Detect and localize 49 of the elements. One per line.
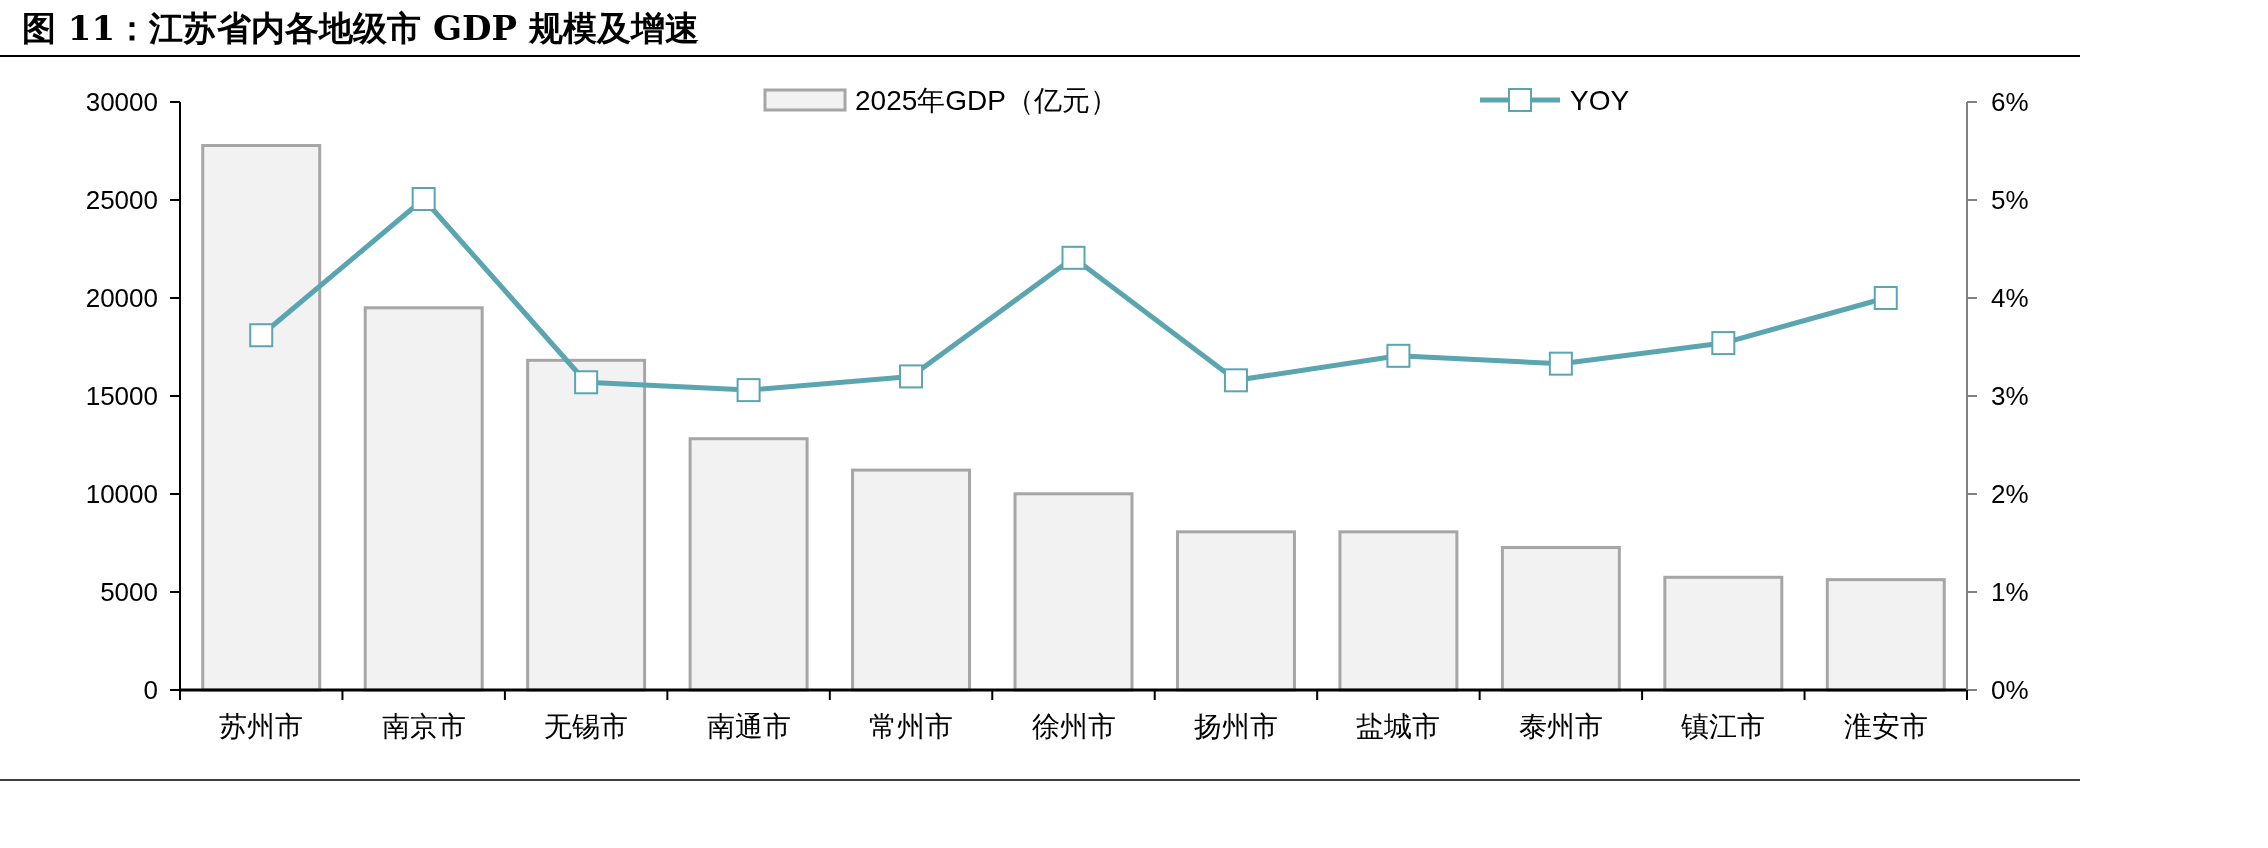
point (249, 323, 274, 348)
x-tick-label: 无锡市 (544, 710, 629, 743)
bar (201, 144, 322, 692)
y2-tick-label: 5% (1991, 185, 2029, 215)
point (1386, 343, 1411, 368)
point (1711, 331, 1736, 356)
y-tick-label: 10000 (85, 479, 158, 509)
bar (688, 437, 809, 692)
point (899, 364, 924, 389)
point (411, 187, 436, 212)
x-tick-label: 徐州市 (1031, 710, 1116, 743)
x-tick-label: 南通市 (706, 710, 791, 743)
legend-label: 2025年GDP（亿元） (855, 85, 1118, 116)
y2-tick-label: 1% (1991, 577, 2029, 607)
x-tick-label: 泰州市 (1518, 710, 1603, 743)
bar (1500, 546, 1621, 692)
y2-tick-label: 6% (1991, 87, 2029, 117)
y-tick-label: 30000 (85, 87, 158, 117)
bar (1013, 492, 1134, 692)
point (1223, 368, 1248, 393)
bar (1338, 530, 1459, 692)
y2-tick-label: 3% (1991, 381, 2029, 411)
bar (526, 358, 647, 692)
x-tick-label: 扬州市 (1193, 710, 1278, 743)
x-tick-label: 淮安市 (1843, 710, 1928, 743)
bar (1825, 578, 1946, 692)
x-tick-label: 盐城市 (1356, 710, 1441, 743)
y-tick-label: 5000 (100, 577, 158, 607)
y2-tick-label: 0% (1991, 675, 2029, 705)
x-tick-label: 南京市 (381, 710, 466, 743)
bar (851, 468, 972, 692)
bar (1175, 530, 1296, 692)
x-tick-label: 苏州市 (219, 710, 304, 743)
chart-title: 图 11：江苏省内各地级市 GDP 规模及增速 (22, 8, 699, 48)
y2-tick-label: 2% (1991, 479, 2029, 509)
x-tick-label: 常州市 (869, 710, 954, 743)
x-tick-label: 镇江市 (1680, 710, 1766, 743)
point (736, 378, 761, 403)
y-tick-label: 0 (143, 675, 158, 705)
bar (363, 306, 484, 692)
point (574, 370, 599, 395)
point (1061, 245, 1086, 270)
y-tick-label: 20000 (85, 283, 158, 313)
legend-label: YOY (1570, 85, 1630, 116)
bar (1663, 575, 1784, 692)
y2-tick-label: 4% (1991, 283, 2029, 313)
y-tick-label: 25000 (85, 185, 158, 215)
y-tick-label: 15000 (85, 381, 158, 411)
point (1548, 351, 1573, 376)
